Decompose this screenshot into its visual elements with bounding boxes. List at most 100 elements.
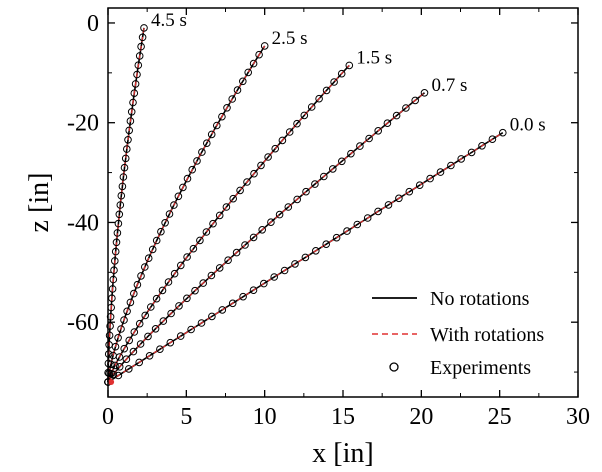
experiment-marker [267, 218, 275, 226]
experiment-marker [338, 157, 346, 166]
experiment-marker [137, 42, 145, 51]
experiment-marker [165, 210, 174, 218]
experiment-marker [411, 96, 420, 105]
experiment-marker [241, 241, 249, 249]
experiment-marker [187, 325, 195, 334]
experiment-marker [135, 319, 144, 328]
experiment-marker [199, 279, 207, 287]
experiment-marker [123, 145, 131, 153]
legend-swatch-experiments [389, 362, 399, 372]
experiment-marker [392, 111, 401, 120]
experiment-marker [116, 201, 125, 209]
experiment-marker [115, 353, 124, 361]
experiment-marker [232, 248, 241, 257]
experiment-marker [215, 264, 224, 272]
experiment-marker [109, 275, 118, 284]
experiment-marker [222, 203, 231, 211]
experiment-marker [280, 266, 289, 275]
experiment-marker [275, 210, 284, 219]
experiment-marker [188, 165, 196, 174]
curve-with-rotations-2 [107, 64, 350, 383]
experiment-marker [249, 286, 258, 295]
experiment-marker [255, 50, 263, 59]
experiment-marker [363, 214, 372, 222]
experiment-marker [330, 78, 338, 86]
experiment-marker [426, 174, 434, 183]
experiment-marker [365, 134, 373, 143]
experiment-marker [120, 163, 129, 172]
experiment-marker [198, 148, 206, 156]
experiment-marker [167, 309, 175, 318]
experiment-marker [138, 33, 147, 42]
experiment-marker [119, 173, 128, 181]
experiment-marker [293, 119, 301, 128]
experiment-marker [148, 245, 157, 254]
curve-no-rotations-2 [107, 64, 350, 383]
experiment-marker [223, 104, 231, 112]
experiment-marker [293, 195, 302, 204]
experiment-marker [156, 345, 164, 354]
experiment-marker [114, 334, 122, 342]
experiment-marker [215, 211, 224, 220]
experiment-marker [115, 210, 124, 219]
curve-with-rotations-0 [107, 27, 145, 383]
experiment-marker [457, 155, 466, 163]
experiment-marker [179, 183, 187, 192]
experiment-marker [228, 299, 237, 308]
experiment-marker [140, 24, 148, 32]
x-tick-label-6: 30 [566, 404, 590, 430]
time-label-0: 4.5 s [151, 10, 187, 31]
experiment-marker [105, 331, 114, 340]
experiment-marker [208, 312, 216, 321]
experiment-marker [478, 142, 486, 150]
experiment-marker [131, 80, 140, 88]
experiment-marker [135, 358, 143, 367]
experiment-marker [118, 182, 127, 191]
experiment-marker [130, 89, 139, 97]
experiment-marker [307, 103, 316, 111]
experiment-marker [260, 42, 269, 50]
experiment-marker [202, 228, 211, 236]
experiment-marker [170, 201, 178, 209]
base-point [108, 379, 115, 386]
experiment-marker [129, 347, 138, 356]
experiment-marker [166, 338, 175, 347]
experiment-marker [147, 303, 155, 311]
curve-with-rotations-4 [107, 132, 504, 383]
x-tick-label-5: 25 [488, 404, 512, 430]
experiment-marker [322, 240, 331, 248]
experiment-marker [300, 111, 309, 120]
experiment-marker [157, 227, 165, 236]
experiment-marker [133, 70, 141, 79]
experiment-marker [311, 180, 319, 188]
experiment-marker [329, 165, 337, 173]
time-label-4: 0.0 s [510, 115, 546, 136]
experiment-marker [405, 187, 414, 196]
experiment-marker [183, 174, 192, 183]
experiment-marker [383, 119, 392, 127]
experiment-marker [264, 153, 272, 161]
x-tick-label-2: 10 [253, 404, 277, 430]
x-axis-label: x [in] [312, 438, 373, 469]
experiment-marker [123, 307, 131, 316]
experiment-marker [125, 336, 133, 345]
experiment-marker [218, 112, 226, 121]
experiment-marker [278, 136, 287, 145]
experiment-marker [114, 219, 123, 228]
experiment-marker [129, 98, 137, 107]
experiment-marker [127, 108, 136, 116]
experiment-marker [117, 325, 125, 333]
experiment-marker [249, 59, 258, 68]
experiment-marker [177, 261, 185, 270]
legend: No rotations With rotations Experiments [372, 288, 544, 379]
experiment-marker [337, 69, 346, 78]
x-tick-label-4: 20 [409, 404, 433, 430]
experiment-marker [121, 154, 130, 163]
experiment-marker [197, 319, 206, 327]
experiment-marker [141, 263, 149, 271]
experiment-marker [183, 294, 191, 303]
experiment-marker [239, 77, 247, 86]
experiment-marker [137, 272, 145, 280]
experiment-marker [384, 201, 393, 209]
experiment-marker [117, 191, 126, 200]
